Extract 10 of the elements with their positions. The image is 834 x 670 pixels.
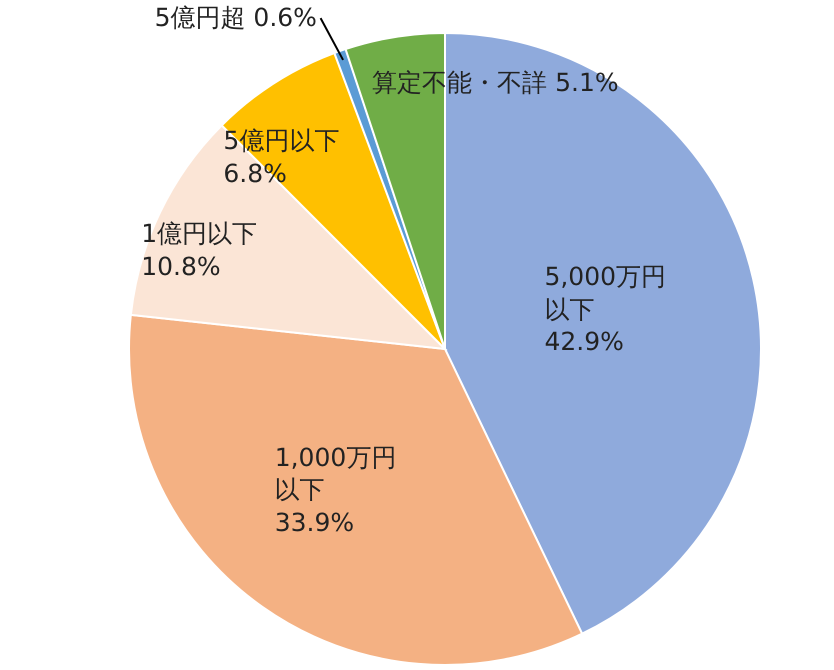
data-label: 33.9% — [274, 508, 354, 537]
data-label: 42.9% — [544, 327, 624, 356]
slice-label: 5億円超 — [154, 3, 246, 32]
slice-label: 5,000万円以下 — [544, 262, 666, 324]
slice-label: 1,000万円以下 — [274, 442, 396, 504]
slice-label: 1億円以下 — [141, 219, 258, 248]
data-label: 10.8% — [141, 252, 221, 281]
slice-label: 5億円以下 — [223, 126, 340, 156]
data-label: 5.1% — [555, 68, 619, 98]
data-label: 0.6% — [253, 3, 317, 32]
